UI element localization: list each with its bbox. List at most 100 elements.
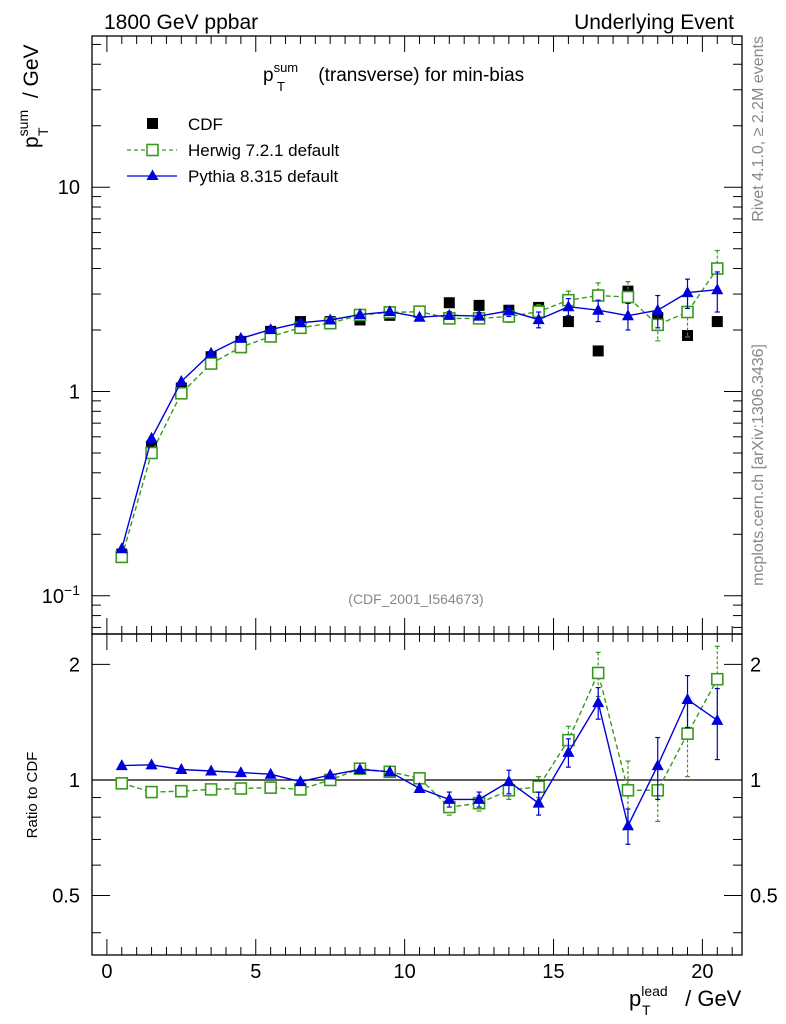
main-ytick-label-exp: −1 — [64, 582, 80, 598]
main-point-pythia-8-315-default — [532, 313, 545, 325]
ratio-point-pythia-8-315-default — [175, 762, 188, 774]
ratio-point-pythia-8-315-default — [473, 792, 486, 804]
ratio-point-pythia-8-315-default — [264, 767, 277, 779]
main-point-pythia-8-315-default — [413, 310, 426, 322]
main-ticks — [91, 36, 742, 634]
main-point-herwig-7-2-1-default — [621, 290, 635, 304]
main-point-pythia-8-315-default — [324, 313, 337, 325]
main-ytick-label: 10 — [58, 177, 80, 199]
main-point-pythia-8-315-default — [234, 331, 247, 343]
main-series-layer — [115, 249, 724, 564]
main-point-pythia-8-315-default — [145, 431, 158, 443]
analysis-watermark: (CDF_2001_I564673) — [348, 591, 483, 607]
xlabel-sup: lead — [641, 983, 667, 999]
ratio-point-herwig-7-2-1-default — [175, 784, 188, 798]
side-text-bottom: mcplots.cern.ch [arXiv:1306.3436] — [750, 344, 767, 586]
legend-label-cdf: CDF — [188, 115, 223, 134]
ratio-point-pythia-8-315-default — [592, 696, 605, 708]
ratio-point-pythia-8-315-default — [621, 819, 634, 831]
x-tick-label: 10 — [394, 961, 416, 983]
ratio-series-herwig-7-2-1-default — [115, 645, 724, 827]
ylabel-sup: sum — [15, 110, 31, 136]
ratio-point-pythia-8-315-default — [294, 775, 307, 787]
main-point-cdf — [443, 297, 455, 309]
ratio-point-pythia-8-315-default — [324, 768, 337, 780]
ratio-point-pythia-8-315-default — [443, 792, 456, 804]
x-axis-label: plead T / GeV — [629, 983, 742, 1018]
ratio-series-pythia-8-315-default — [115, 675, 724, 845]
ratio-point-pythia-8-315-default — [651, 759, 664, 771]
x-tick-label: 5 — [250, 961, 261, 983]
ylabel-rest: / GeV — [20, 44, 43, 104]
ratio-point-pythia-8-315-default — [145, 758, 158, 770]
ratio-plot-frame — [91, 633, 743, 956]
ratio-point-herwig-7-2-1-default — [115, 777, 129, 790]
ratio-point-herwig-7-2-1-default — [145, 785, 158, 799]
legend-entry-cdf: CDF — [147, 115, 223, 134]
title-sub: T — [277, 79, 285, 94]
ratio-ytick-label-right: 0.5 — [750, 886, 778, 908]
ratio-point-pythia-8-315-default — [711, 713, 724, 725]
main-ytick-label: 1 — [69, 382, 80, 404]
main-point-pythia-8-315-default — [205, 346, 218, 358]
main-point-pythia-8-315-default — [353, 308, 366, 320]
side-text-top: Rivet 4.1.0, ≥ 2.2M events — [750, 36, 767, 222]
legend-label-pythia: Pythia 8.315 default — [188, 167, 339, 186]
main-point-pythia-8-315-default — [592, 303, 605, 315]
main-ytick-label-base: 10 — [58, 177, 80, 199]
legend: CDF Herwig 7.2.1 default Pythia 8.315 de… — [127, 115, 339, 186]
ratio-series-layer — [115, 645, 724, 845]
main-series-herwig-7-2-1-default — [115, 249, 724, 564]
ratio-point-herwig-7-2-1-default — [591, 666, 605, 680]
main-point-herwig-7-2-1-default — [204, 357, 218, 370]
legend-marker-cdf — [147, 118, 158, 129]
x-tick-label: 20 — [691, 961, 713, 983]
main-point-pythia-8-315-default — [562, 300, 575, 312]
ratio-point-pythia-8-315-default — [681, 693, 694, 705]
ratio-point-pythia-8-315-default — [562, 745, 575, 757]
main-point-cdf — [711, 316, 723, 328]
ratio-point-herwig-7-2-1-default — [264, 781, 277, 794]
main-point-herwig-7-2-1-default — [234, 340, 248, 354]
main-point-pythia-8-315-default — [681, 286, 694, 298]
x-tick-label: 0 — [101, 961, 112, 983]
main-point-pythia-8-315-default — [383, 305, 396, 317]
main-series-cdf — [116, 285, 723, 560]
ratio-point-pythia-8-315-default — [353, 762, 366, 774]
main-point-pythia-8-315-default — [443, 308, 456, 320]
main-point-cdf — [146, 440, 158, 452]
ratio-line-herwig-7-2-1-default — [121, 670, 718, 808]
ratio-point-pythia-8-315-default — [532, 796, 545, 808]
header-left: 1800 GeV ppbar — [104, 11, 258, 34]
ratio-y-axis-label: Ratio to CDF — [24, 752, 41, 839]
ratio-ytick-label-right: 1 — [750, 770, 761, 792]
ylabel-base: p — [20, 136, 43, 148]
ratio-point-herwig-7-2-1-default — [234, 782, 248, 795]
ratio-ytick-label-right: 2 — [750, 654, 761, 676]
main-ytick-label-base: 1 — [69, 382, 80, 404]
ylabel-sub: T — [35, 127, 51, 136]
title-sup: sum — [274, 60, 299, 75]
ratio-panel: 0.5 0.5 1 1 2 2 0 5 10 15 20 Ratio to CDF plead T … — [24, 633, 778, 1018]
main-point-cdf — [592, 345, 604, 357]
main-point-pythia-8-315-default — [651, 303, 664, 315]
ratio-point-pythia-8-315-default — [205, 764, 218, 776]
main-plot-title: psum T (transverse) for min-bias — [263, 60, 524, 94]
legend-entry-herwig: Herwig 7.2.1 default — [127, 141, 339, 160]
main-point-pythia-8-315-default — [115, 542, 128, 554]
ratio-point-pythia-8-315-default — [234, 766, 247, 778]
ratio-point-pythia-8-315-default — [115, 759, 128, 771]
main-point-pythia-8-315-default — [264, 323, 277, 335]
x-tick-label: 15 — [542, 961, 564, 983]
main-series-pythia-8-315-default — [115, 271, 724, 554]
xlabel-rest: / GeV — [679, 986, 742, 1011]
legend-marker-pythia — [146, 169, 159, 180]
title-rest: (transverse) for min-bias — [313, 65, 524, 86]
legend-marker-herwig — [146, 143, 159, 157]
ratio-point-herwig-7-2-1-default — [621, 783, 635, 797]
ratio-ytick-label-left: 0.5 — [52, 886, 80, 908]
legend-label-herwig: Herwig 7.2.1 default — [188, 141, 339, 160]
main-ytick-label-base: 10 — [42, 586, 64, 608]
